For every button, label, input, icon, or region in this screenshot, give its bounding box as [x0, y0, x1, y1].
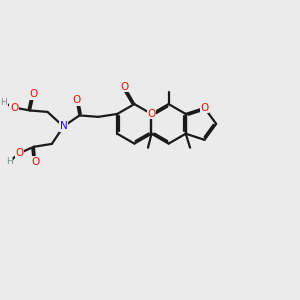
- Text: O: O: [10, 103, 18, 112]
- Text: O: O: [147, 109, 156, 119]
- Text: O: O: [29, 89, 38, 100]
- Text: H: H: [0, 98, 6, 107]
- Text: O: O: [31, 157, 39, 167]
- Text: O: O: [72, 95, 81, 105]
- Text: O: O: [120, 82, 128, 92]
- Text: O: O: [15, 148, 23, 158]
- Text: O: O: [200, 103, 208, 113]
- Text: H: H: [6, 158, 13, 166]
- Text: N: N: [60, 122, 67, 131]
